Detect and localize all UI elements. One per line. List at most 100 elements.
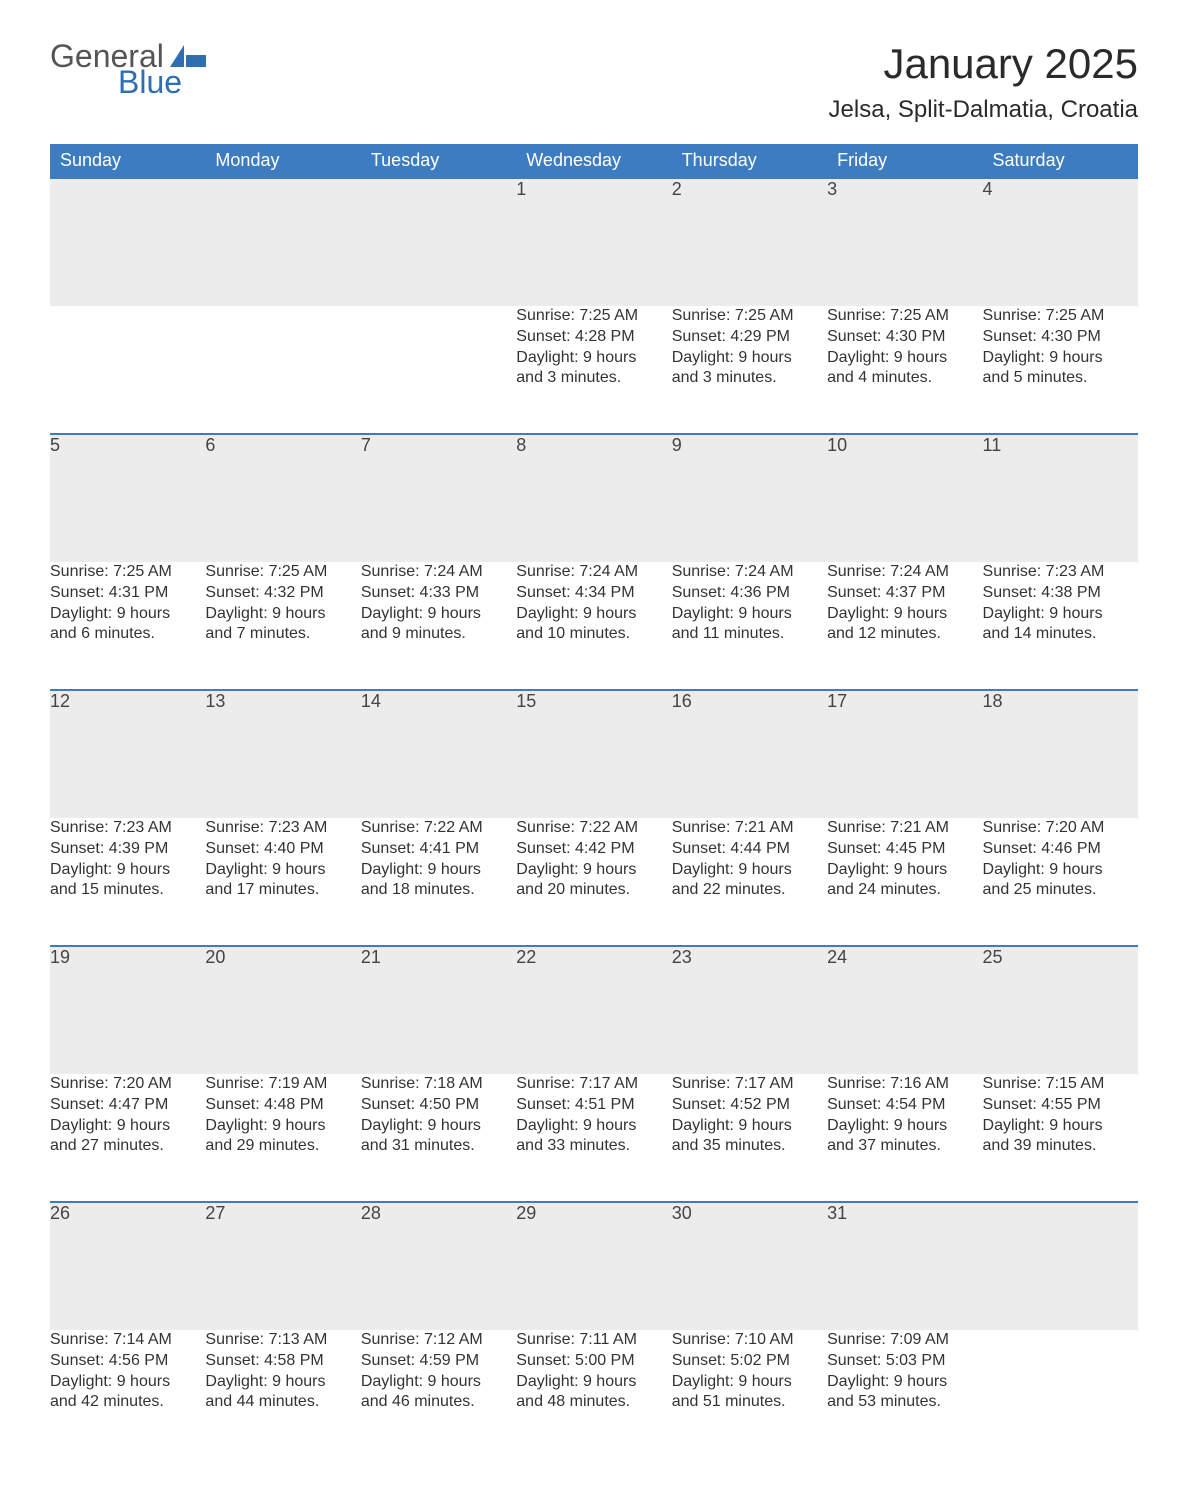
day-content-cell: Sunrise: 7:09 AMSunset: 5:03 PMDaylight:…	[827, 1330, 982, 1458]
sunrise-text: Sunrise: 7:20 AM	[983, 818, 1138, 839]
sunrise-text: Sunrise: 7:25 AM	[516, 306, 671, 327]
day-number-cell: 28	[361, 1202, 516, 1330]
weekday-header: Friday	[827, 144, 982, 178]
title-block: January 2025 Jelsa, Split-Dalmatia, Croa…	[829, 40, 1138, 124]
day-number-cell: 10	[827, 434, 982, 562]
daylight-line1: Daylight: 9 hours	[672, 348, 827, 369]
daylight-line2: and 12 minutes.	[827, 624, 982, 645]
sunset-text: Sunset: 4:32 PM	[205, 583, 360, 604]
daylight-line1: Daylight: 9 hours	[827, 1116, 982, 1137]
sunrise-text: Sunrise: 7:24 AM	[827, 562, 982, 583]
page-header: General Blue January 2025 Jelsa, Split-D…	[50, 40, 1138, 124]
weekday-header: Wednesday	[516, 144, 671, 178]
daylight-line1: Daylight: 9 hours	[827, 604, 982, 625]
daylight-line2: and 51 minutes.	[672, 1392, 827, 1413]
daylight-line1: Daylight: 9 hours	[983, 604, 1138, 625]
day-content-row: Sunrise: 7:23 AMSunset: 4:39 PMDaylight:…	[50, 818, 1138, 946]
daylight-line2: and 18 minutes.	[361, 880, 516, 901]
sunrise-text: Sunrise: 7:17 AM	[516, 1074, 671, 1095]
sunrise-text: Sunrise: 7:24 AM	[672, 562, 827, 583]
day-number-cell: 5	[50, 434, 205, 562]
day-number-cell: 15	[516, 690, 671, 818]
day-content-cell: Sunrise: 7:12 AMSunset: 4:59 PMDaylight:…	[361, 1330, 516, 1458]
weekday-header-row: SundayMondayTuesdayWednesdayThursdayFrid…	[50, 144, 1138, 178]
day-content-cell: Sunrise: 7:24 AMSunset: 4:34 PMDaylight:…	[516, 562, 671, 690]
daylight-line1: Daylight: 9 hours	[983, 1116, 1138, 1137]
calendar-body: 1234Sunrise: 7:25 AMSunset: 4:28 PMDayli…	[50, 178, 1138, 1458]
sunset-text: Sunset: 4:50 PM	[361, 1095, 516, 1116]
day-number-cell: 11	[983, 434, 1138, 562]
sunrise-text: Sunrise: 7:12 AM	[361, 1330, 516, 1351]
sunset-text: Sunset: 4:39 PM	[50, 839, 205, 860]
sunrise-text: Sunrise: 7:15 AM	[983, 1074, 1138, 1095]
day-number-cell: 3	[827, 178, 982, 306]
sunset-text: Sunset: 4:59 PM	[361, 1351, 516, 1372]
sunrise-text: Sunrise: 7:23 AM	[205, 818, 360, 839]
weekday-header: Tuesday	[361, 144, 516, 178]
sunset-text: Sunset: 5:03 PM	[827, 1351, 982, 1372]
day-content-cell: Sunrise: 7:22 AMSunset: 4:41 PMDaylight:…	[361, 818, 516, 946]
sunrise-text: Sunrise: 7:20 AM	[50, 1074, 205, 1095]
calendar-table: SundayMondayTuesdayWednesdayThursdayFrid…	[50, 144, 1138, 1458]
daylight-line1: Daylight: 9 hours	[361, 860, 516, 881]
sunrise-text: Sunrise: 7:16 AM	[827, 1074, 982, 1095]
daylight-line2: and 31 minutes.	[361, 1136, 516, 1157]
day-content-cell: Sunrise: 7:19 AMSunset: 4:48 PMDaylight:…	[205, 1074, 360, 1202]
daylight-line2: and 3 minutes.	[672, 368, 827, 389]
sunset-text: Sunset: 4:31 PM	[50, 583, 205, 604]
sunrise-text: Sunrise: 7:21 AM	[827, 818, 982, 839]
day-number-cell: 6	[205, 434, 360, 562]
day-content-cell	[983, 1330, 1138, 1458]
day-number-cell: 23	[672, 946, 827, 1074]
day-number-row: 19202122232425	[50, 946, 1138, 1074]
day-number-cell: 20	[205, 946, 360, 1074]
daylight-line1: Daylight: 9 hours	[983, 348, 1138, 369]
daylight-line1: Daylight: 9 hours	[361, 1116, 516, 1137]
logo-text-blue: Blue	[118, 66, 206, 98]
day-number-cell: 8	[516, 434, 671, 562]
daylight-line2: and 46 minutes.	[361, 1392, 516, 1413]
day-content-cell: Sunrise: 7:20 AMSunset: 4:47 PMDaylight:…	[50, 1074, 205, 1202]
day-number-cell: 27	[205, 1202, 360, 1330]
sunrise-text: Sunrise: 7:23 AM	[983, 562, 1138, 583]
daylight-line1: Daylight: 9 hours	[50, 1116, 205, 1137]
daylight-line1: Daylight: 9 hours	[827, 1372, 982, 1393]
day-content-cell: Sunrise: 7:24 AMSunset: 4:33 PMDaylight:…	[361, 562, 516, 690]
daylight-line2: and 20 minutes.	[516, 880, 671, 901]
day-content-cell: Sunrise: 7:10 AMSunset: 5:02 PMDaylight:…	[672, 1330, 827, 1458]
logo: General Blue	[50, 40, 206, 98]
daylight-line1: Daylight: 9 hours	[672, 1116, 827, 1137]
location-text: Jelsa, Split-Dalmatia, Croatia	[829, 96, 1138, 124]
sunrise-text: Sunrise: 7:21 AM	[672, 818, 827, 839]
daylight-line2: and 6 minutes.	[50, 624, 205, 645]
daylight-line1: Daylight: 9 hours	[672, 604, 827, 625]
sunrise-text: Sunrise: 7:25 AM	[205, 562, 360, 583]
day-content-cell: Sunrise: 7:25 AMSunset: 4:28 PMDaylight:…	[516, 306, 671, 434]
daylight-line2: and 48 minutes.	[516, 1392, 671, 1413]
sunset-text: Sunset: 4:29 PM	[672, 327, 827, 348]
sunset-text: Sunset: 5:02 PM	[672, 1351, 827, 1372]
day-number-cell: 14	[361, 690, 516, 818]
day-content-cell: Sunrise: 7:25 AMSunset: 4:30 PMDaylight:…	[983, 306, 1138, 434]
sunset-text: Sunset: 4:58 PM	[205, 1351, 360, 1372]
daylight-line2: and 5 minutes.	[983, 368, 1138, 389]
day-content-row: Sunrise: 7:25 AMSunset: 4:28 PMDaylight:…	[50, 306, 1138, 434]
daylight-line1: Daylight: 9 hours	[50, 860, 205, 881]
daylight-line1: Daylight: 9 hours	[205, 604, 360, 625]
daylight-line1: Daylight: 9 hours	[50, 1372, 205, 1393]
sunrise-text: Sunrise: 7:25 AM	[672, 306, 827, 327]
day-number-cell: 25	[983, 946, 1138, 1074]
sunset-text: Sunset: 4:47 PM	[50, 1095, 205, 1116]
day-number-cell: 24	[827, 946, 982, 1074]
daylight-line1: Daylight: 9 hours	[827, 860, 982, 881]
daylight-line2: and 27 minutes.	[50, 1136, 205, 1157]
sunrise-text: Sunrise: 7:10 AM	[672, 1330, 827, 1351]
day-number-cell: 21	[361, 946, 516, 1074]
day-number-row: 12131415161718	[50, 690, 1138, 818]
daylight-line2: and 14 minutes.	[983, 624, 1138, 645]
daylight-line1: Daylight: 9 hours	[205, 1116, 360, 1137]
day-number-cell	[50, 178, 205, 306]
day-number-row: 1234	[50, 178, 1138, 306]
sunrise-text: Sunrise: 7:25 AM	[50, 562, 205, 583]
daylight-line2: and 11 minutes.	[672, 624, 827, 645]
